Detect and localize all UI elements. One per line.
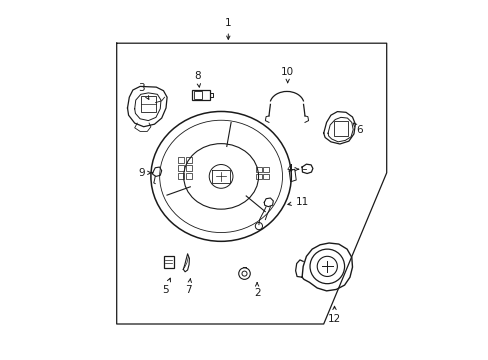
Bar xyxy=(141,96,155,112)
Bar xyxy=(177,173,183,179)
Bar xyxy=(256,174,261,179)
Text: 2: 2 xyxy=(253,283,260,298)
Bar xyxy=(185,165,191,171)
Text: 12: 12 xyxy=(327,306,341,324)
Text: 11: 11 xyxy=(287,197,308,207)
Text: 5: 5 xyxy=(162,278,170,295)
Bar xyxy=(256,167,261,172)
Text: 4: 4 xyxy=(285,164,298,174)
Text: 6: 6 xyxy=(352,123,362,135)
Bar xyxy=(194,91,202,99)
Bar xyxy=(263,174,268,179)
Text: 1: 1 xyxy=(224,18,231,39)
Text: 8: 8 xyxy=(194,71,201,87)
Text: 7: 7 xyxy=(185,279,192,295)
Bar xyxy=(185,173,191,179)
Bar xyxy=(333,121,347,136)
Bar xyxy=(192,90,209,100)
Bar xyxy=(177,157,183,163)
Text: 9: 9 xyxy=(138,168,151,178)
Text: 3: 3 xyxy=(138,83,148,99)
Text: 10: 10 xyxy=(281,67,294,83)
Bar xyxy=(163,256,173,268)
Bar xyxy=(185,157,191,163)
Bar xyxy=(177,165,183,171)
Bar xyxy=(263,167,268,172)
